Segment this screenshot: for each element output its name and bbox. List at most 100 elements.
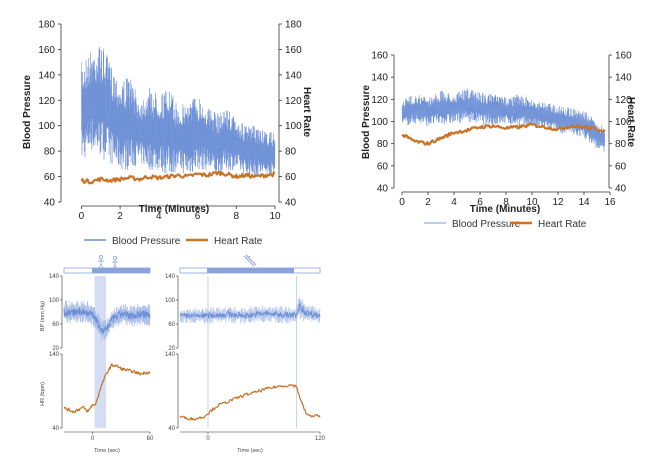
panel-a-hr-series [80, 170, 276, 185]
panel-b-ytick-left-label: 160 [371, 51, 388, 62]
panel-c-bp-ytick-label: 140 [49, 274, 60, 280]
panel-d-xlabel: Time (sec) [237, 448, 263, 454]
panel-b-ytick-right-label: 40 [615, 184, 627, 195]
panel-a-ylabel-right: Heart Rate [301, 87, 312, 137]
panel-a-ytick-right-label: 160 [285, 45, 302, 56]
panel-a-ytick-right-label: 100 [285, 121, 302, 132]
panel-d-hr-series [179, 384, 321, 421]
legend-b: Blood Pressure Heart Rate [424, 219, 587, 230]
panel-b-ylabel-right: Heart Rate [625, 97, 636, 147]
panel-a-bp-series [81, 46, 276, 177]
panel-d-protocol-active [207, 268, 294, 273]
panel-b: 40 40 60 60 80 80 100 100 120 120 140 140 160 160 0 2 4 6… [361, 51, 636, 216]
panel-a-ytick-left-label: 140 [38, 70, 55, 81]
panel-a-xtick-label: 0 [79, 211, 85, 222]
panel-b-ytick-left-label: 40 [377, 184, 389, 195]
panel-d-xtick-label: 0 [206, 436, 210, 442]
walk-person-icon [112, 255, 118, 270]
panel-b-plot-area [401, 88, 606, 152]
panel-c-maneuver-shade [94, 276, 107, 428]
panel-a-ytick-left-label: 80 [44, 147, 56, 158]
panel-b-ytick-right-label: 140 [615, 73, 632, 84]
panel-d-bp-ytick-label: 20 [168, 346, 175, 352]
panel-c-bp-mean [63, 307, 151, 335]
tilt-table-icon [243, 254, 257, 267]
panel-c: 20 60 100 140 40 140 0 60 BP (mm Hg) HR (bpm) T… [40, 254, 154, 454]
panel-a-ytick-left-label: 180 [38, 20, 55, 31]
panel-d-axes: 20 60 100 140 40 140 0 120 [165, 274, 326, 442]
panel-d-xtick-label: 120 [315, 436, 326, 442]
panel-d-bp-ytick-label: 60 [168, 322, 175, 328]
panel-b-ytick-right-label: 100 [615, 117, 632, 128]
panel-c-bp-ytick-label: 60 [52, 322, 59, 328]
panel-a-ytick-left-label: 160 [38, 45, 55, 56]
panel-b-xlabel: Time (Minutes) [470, 204, 540, 215]
panel-c-axes: 20 60 100 140 40 140 0 60 [49, 274, 154, 442]
stand-person-icon [98, 254, 104, 269]
panel-a-ytick-right-label: 140 [285, 70, 302, 81]
panel-b-xtick-label: 12 [552, 197, 564, 208]
panel-c-ylabel-hr: HR (bpm) [40, 382, 46, 406]
panel-b-xtick-label: 4 [451, 197, 457, 208]
panel-a-xtick-label: 10 [269, 211, 281, 222]
panel-c-protocol-active [92, 268, 150, 273]
panel-a-xlabel: Time (Minutes) [139, 204, 209, 215]
panel-c-hr-series [63, 363, 151, 414]
panel-a-ytick-left-label: 40 [44, 198, 56, 209]
panel-c-ylabel-bp: BP (mm Hg) [40, 301, 46, 331]
panel-b-ytick-left-label: 120 [371, 95, 388, 106]
panel-b-xtick-label: 2 [425, 197, 431, 208]
panel-b-ylabel-left: Blood Pressure [361, 85, 372, 159]
panel-c-hr-ytick-label: 40 [52, 426, 59, 432]
panel-b-ytick-left-label: 60 [377, 161, 389, 172]
panel-b-ytick-right-label: 80 [615, 139, 627, 150]
panel-a-ytick-left-label: 120 [38, 96, 55, 107]
panel-b-xtick-label: 0 [399, 197, 405, 208]
legend-a: Blood Pressure Heart Rate [84, 236, 263, 247]
panel-d-bp-mean [179, 302, 321, 320]
panel-d-plot-area [179, 276, 321, 428]
legend-a-bp-label: Blood Pressure [112, 236, 181, 247]
panel-b-ytick-right-label: 120 [615, 95, 632, 106]
panel-a-xtick-label: 8 [233, 211, 239, 222]
panel-b-bp-series [401, 88, 606, 152]
panel-a-ytick-right-label: 180 [285, 20, 302, 31]
panel-a-plot-area [80, 46, 276, 185]
panel-a-ytick-right-label: 80 [285, 147, 297, 158]
panel-a-ytick-left-label: 60 [44, 172, 56, 183]
panel-d-bp-ytick-label: 140 [165, 274, 176, 280]
panel-c-bp-ytick-label: 100 [49, 298, 60, 304]
panel-b-ytick-left-label: 140 [371, 73, 388, 84]
panel-a-ytick-right-label: 120 [285, 96, 302, 107]
panel-c-bp-ytick-label: 20 [52, 346, 59, 352]
panel-c-xtick-label: 60 [147, 436, 154, 442]
panel-a-ytick-left-label: 100 [38, 121, 55, 132]
panel-b-ytick-right-label: 60 [615, 161, 627, 172]
panel-b-xtick-label: 6 [477, 197, 483, 208]
panel-c-xlabel: Time (sec) [94, 448, 120, 454]
panel-b-axes: 40 40 60 60 80 80 100 100 120 120 140 140 160 160 0 2 4 6… [371, 51, 632, 209]
panel-d-hr-ytick-label: 40 [168, 426, 175, 432]
panel-d-bp-ytick-label: 100 [165, 298, 176, 304]
panel-d: 20 60 100 140 40 140 0 120 Time (sec) [165, 254, 326, 454]
panel-a-xtick-label: 2 [117, 211, 123, 222]
panel-c-hr-ytick-label: 140 [49, 352, 60, 358]
panel-c-plot-area [63, 276, 151, 428]
panel-c-bp-envelope [63, 300, 151, 341]
panel-a-ytick-right-label: 40 [285, 198, 297, 209]
panel-d-hr-ytick-label: 140 [165, 352, 176, 358]
panel-b-ytick-left-label: 80 [377, 139, 389, 150]
legend-b-hr-label: Heart Rate [538, 219, 587, 230]
panel-b-xtick-label: 16 [604, 197, 616, 208]
panel-a-ylabel-left: Blood Pressure [22, 75, 33, 149]
panel-b-ytick-right-label: 160 [615, 51, 632, 62]
panel-b-xtick-label: 14 [578, 197, 590, 208]
panel-b-xtick-label: 8 [503, 197, 509, 208]
legend-b-bp-label: Blood Pressure [452, 219, 521, 230]
panel-a-xtick-label: 6 [195, 211, 201, 222]
panel-a-xtick-label: 4 [156, 211, 162, 222]
panel-b-hr-series [401, 122, 606, 146]
